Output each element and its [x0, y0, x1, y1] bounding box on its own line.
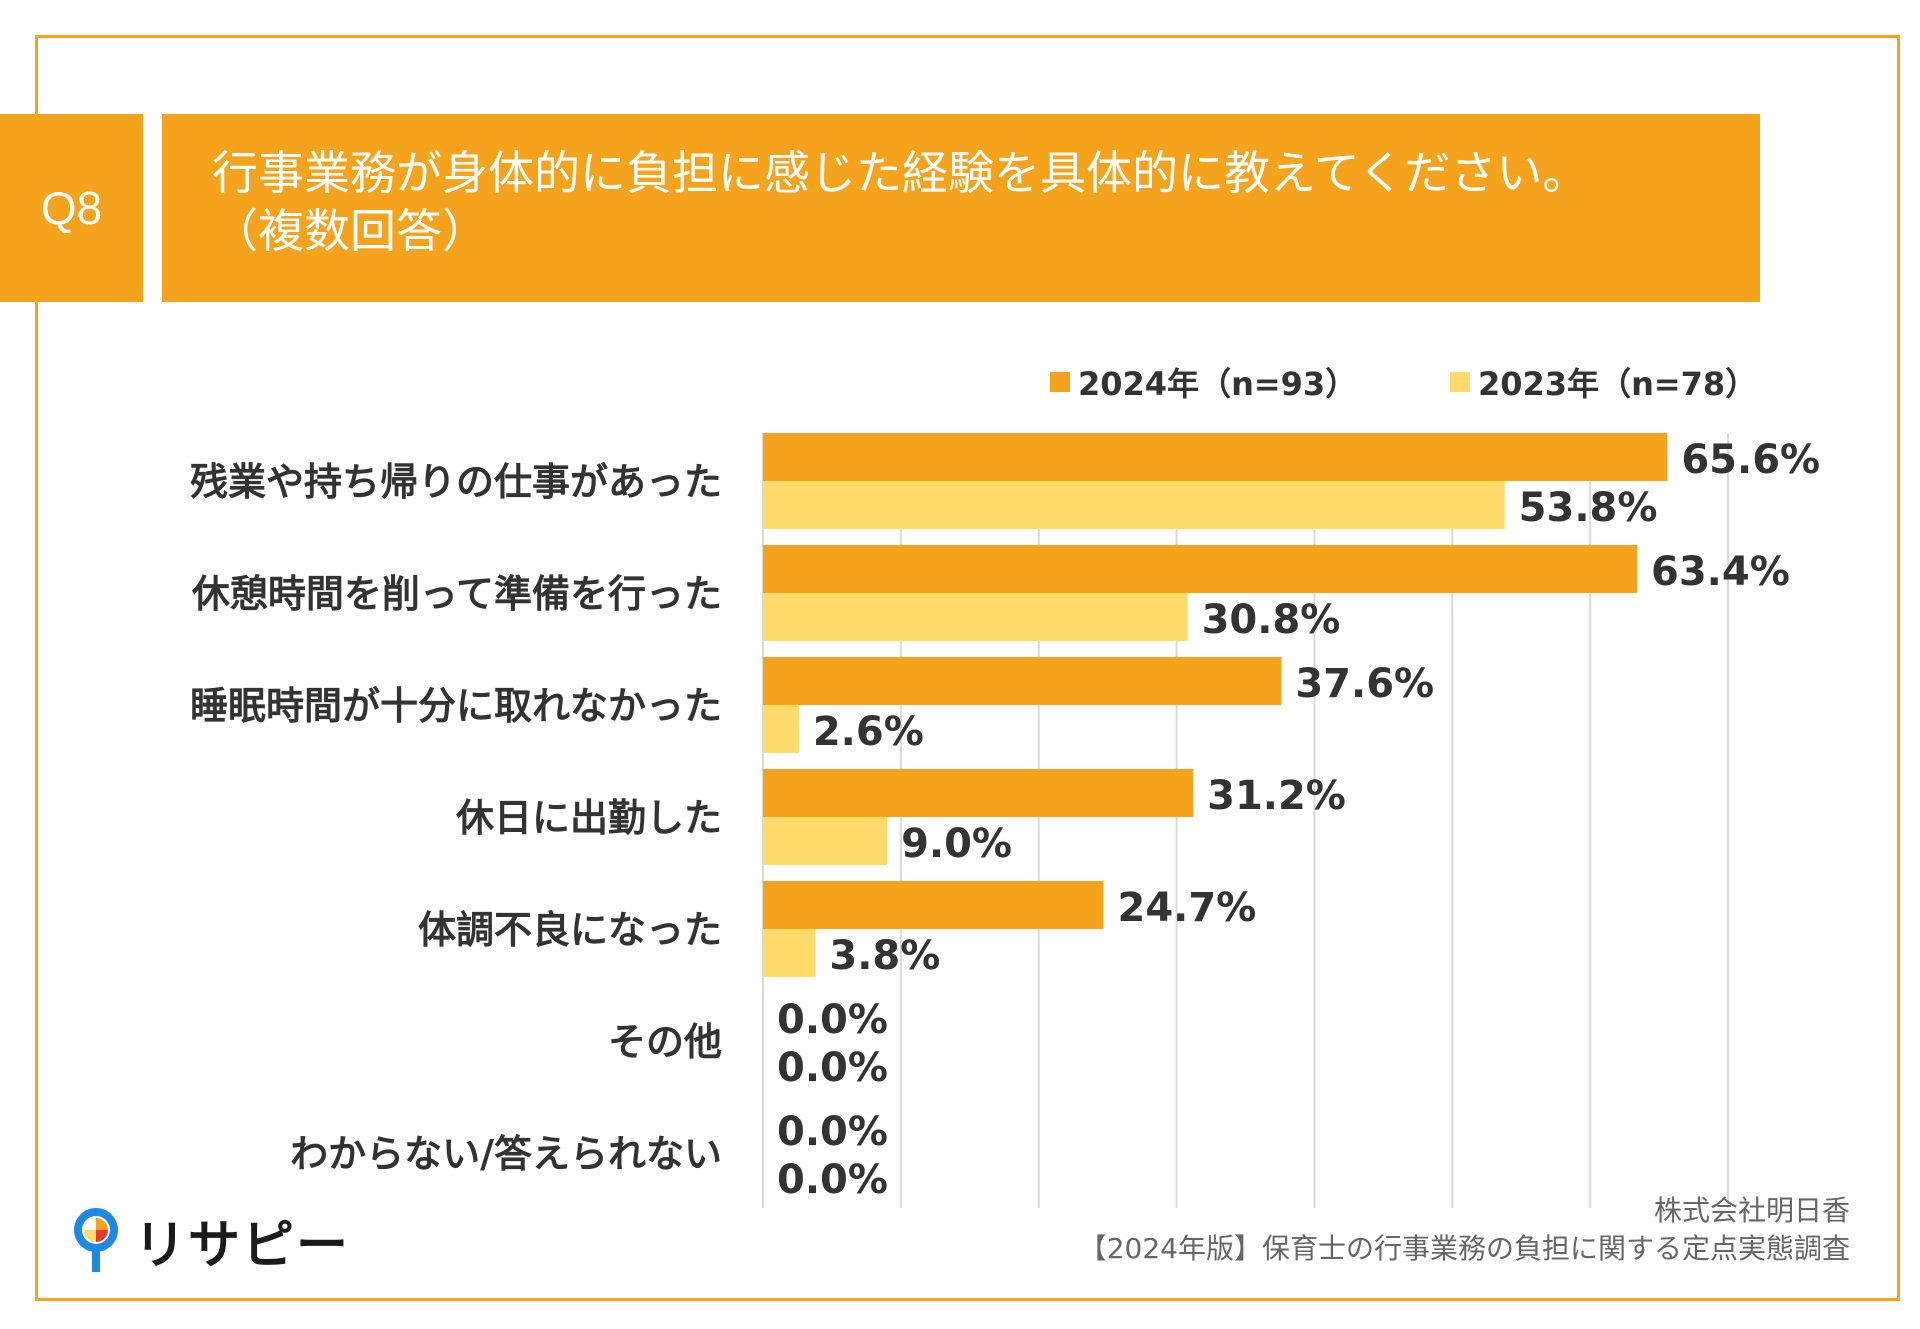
data-label-2024: 31.2% [1207, 773, 1346, 819]
data-label-2024: 0.0% [777, 997, 888, 1043]
category-label: 残業や持ち帰りの仕事があった [190, 460, 722, 504]
footer-survey: 【2024年版】保育士の行事業務の負担に関する定点実態調査 [1078, 1232, 1850, 1265]
footer-credit: 株式会社明日香 【2024年版】保育士の行事業務の負担に関する定点実態調査 [1079, 1192, 1850, 1268]
data-label-2023: 9.0% [901, 821, 1012, 867]
bar-2023 [763, 593, 1188, 641]
data-label-2023: 53.8% [1519, 485, 1658, 531]
data-label-2024: 24.7% [1118, 885, 1257, 931]
legend-label-2023: 2023年（n=78） [1478, 365, 1758, 403]
bar-2024 [763, 769, 1194, 817]
question-title-line1: 行事業務が身体的に負担に感じた経験を具体的に教えてください。 [212, 146, 1589, 200]
data-label-2023: 0.0% [777, 1157, 888, 1203]
legend-swatch-2023 [1450, 372, 1470, 392]
bar-2023 [763, 929, 816, 977]
category-label: その他 [608, 1020, 722, 1064]
category-label: わからない/答えられない [290, 1132, 722, 1176]
question-title: 行事業務が身体的に負担に感じた経験を具体的に教えてください。 （複数回答） [162, 114, 1760, 302]
data-label-2023: 2.6% [813, 709, 924, 755]
data-label-2023: 0.0% [777, 1045, 888, 1091]
legend-2023: 2023年（n=78） [1450, 362, 1758, 403]
question-title-line2: （複数回答） [212, 204, 488, 258]
bar-2024 [763, 657, 1282, 705]
outer-frame [35, 35, 1900, 1301]
category-label: 休憩時間を削って準備を行った [191, 572, 722, 616]
footer-company: 株式会社明日香 [1653, 1194, 1850, 1227]
bar-2024 [763, 433, 1668, 481]
question-badge: Q8 [0, 114, 143, 302]
legend-swatch-2024 [1050, 372, 1070, 392]
data-label-2023: 3.8% [829, 933, 940, 979]
bar-2023 [763, 481, 1505, 529]
data-label-2024: 0.0% [777, 1109, 888, 1155]
logo-text: リサピー [134, 1215, 351, 1276]
risapy-logo: リサピー [68, 1208, 350, 1276]
category-label: 休日に出勤した [455, 796, 722, 840]
bar-2024 [763, 881, 1104, 929]
legend-2024: 2024年（n=93） [1050, 362, 1358, 403]
category-label: 睡眠時間が十分に取れなかった [190, 684, 722, 728]
data-label-2024: 37.6% [1295, 661, 1434, 707]
bar-2024 [763, 545, 1638, 593]
bar-2023 [763, 705, 799, 753]
legend-label-2024: 2024年（n=93） [1078, 365, 1358, 403]
data-label-2024: 65.6% [1681, 437, 1820, 483]
bar-2023 [763, 817, 888, 865]
data-label-2023: 30.8% [1202, 597, 1341, 643]
category-label: 体調不良になった [418, 908, 722, 952]
logo-pin-icon [74, 1208, 118, 1272]
data-label-2024: 63.4% [1651, 549, 1790, 595]
